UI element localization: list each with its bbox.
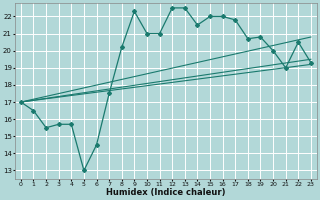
X-axis label: Humidex (Indice chaleur): Humidex (Indice chaleur) xyxy=(106,188,226,197)
